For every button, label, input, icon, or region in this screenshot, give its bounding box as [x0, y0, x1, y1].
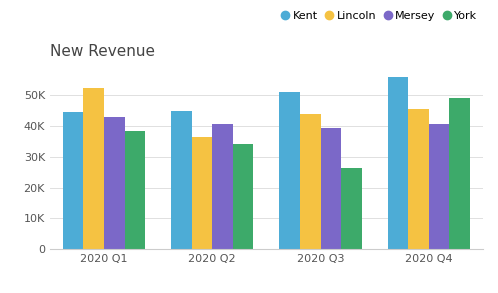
Bar: [279, 92, 300, 249]
Bar: [192, 137, 212, 249]
Bar: [408, 109, 429, 249]
Bar: [212, 124, 233, 249]
Bar: [83, 88, 104, 249]
Bar: [388, 77, 408, 249]
Bar: [429, 124, 450, 249]
Bar: [300, 114, 321, 249]
Bar: [321, 127, 341, 249]
Bar: [63, 112, 83, 249]
Bar: [341, 168, 362, 249]
Bar: [124, 131, 145, 249]
Legend: Kent, Lincoln, Mersey, York: Kent, Lincoln, Mersey, York: [282, 11, 478, 21]
Bar: [171, 111, 192, 249]
Bar: [104, 117, 124, 249]
Bar: [233, 144, 253, 249]
Text: New Revenue: New Revenue: [50, 44, 155, 59]
Bar: [450, 98, 470, 249]
